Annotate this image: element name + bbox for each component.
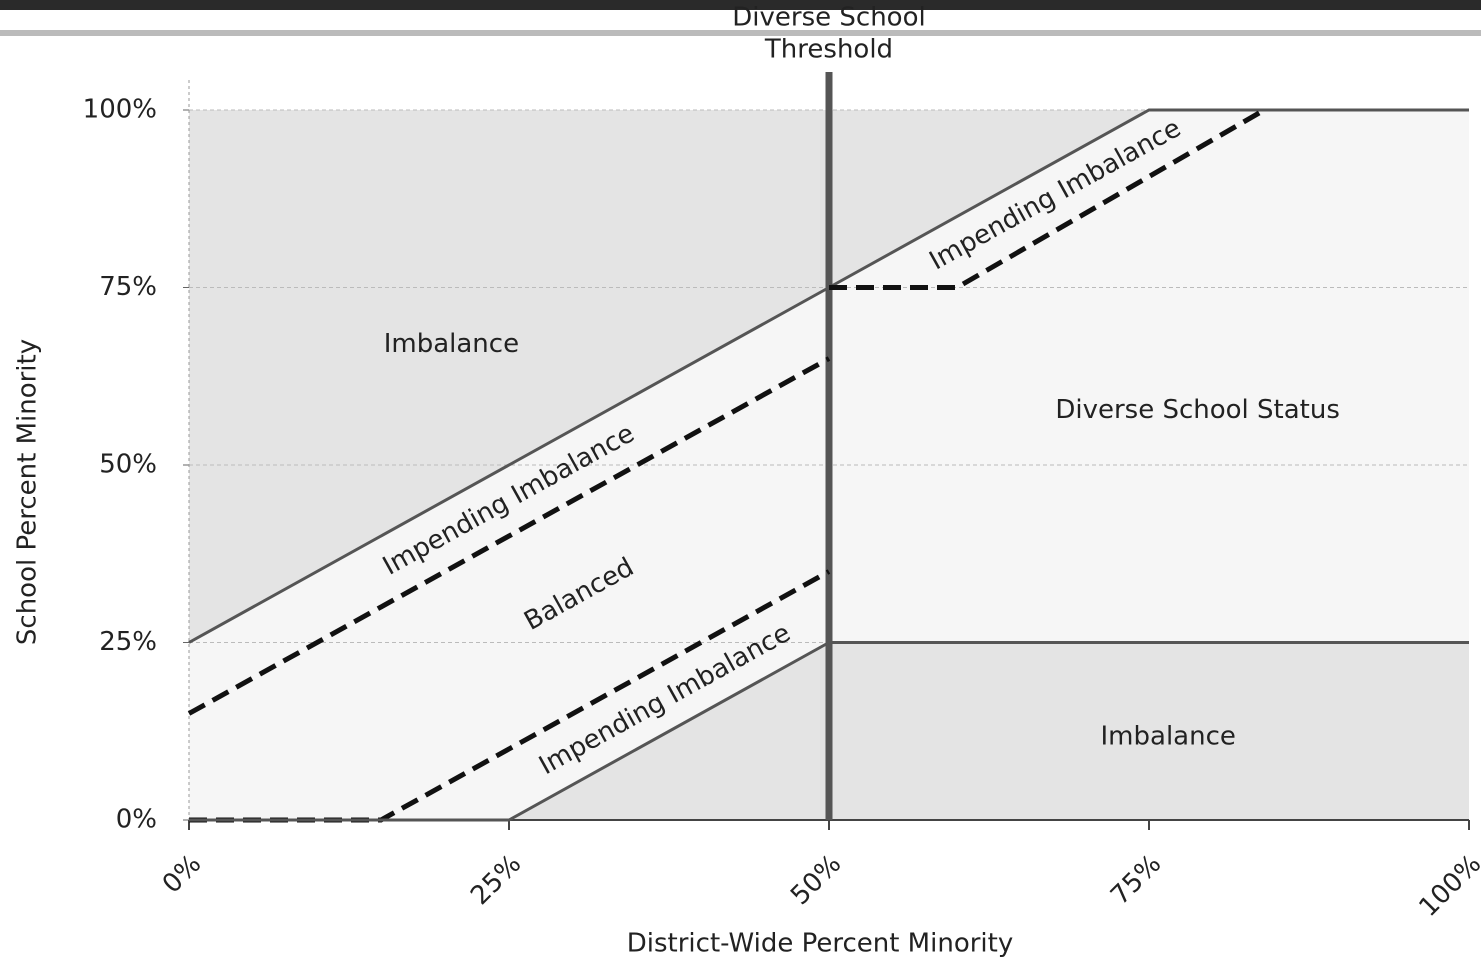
- y-tick-label: 75%: [99, 272, 157, 302]
- region: [829, 642, 1469, 820]
- line: [188, 108, 1469, 644]
- line: [829, 107, 1266, 290]
- y-tick-label: 50%: [99, 450, 157, 480]
- x-tick-label: 50%: [785, 849, 847, 911]
- y-tick-label: 100%: [83, 95, 157, 125]
- scan-band: [0, 30, 1481, 36]
- line: [189, 641, 830, 822]
- x-tick-label: 100%: [1413, 849, 1481, 923]
- y-tick-label: 0%: [116, 805, 157, 835]
- x-axis-label: District-Wide Percent Minority: [627, 929, 1013, 959]
- annotation: Imbalance: [384, 329, 519, 359]
- y-tick-label: 25%: [99, 627, 157, 657]
- annotation: Diverse School Status: [1055, 395, 1340, 425]
- x-tick-label: 0%: [157, 849, 207, 899]
- region: [189, 110, 1469, 643]
- x-tick-label: 75%: [1105, 849, 1167, 911]
- line: [187, 356, 831, 716]
- x-tick-label: 25%: [465, 849, 527, 911]
- threshold-label: Diverse School: [732, 3, 925, 33]
- region: [189, 642, 829, 820]
- scan-band: [0, 0, 1481, 10]
- threshold-label: Threshold: [764, 35, 893, 65]
- annotation: Imbalance: [1101, 721, 1236, 751]
- y-axis-label: School Percent Minority: [13, 339, 43, 645]
